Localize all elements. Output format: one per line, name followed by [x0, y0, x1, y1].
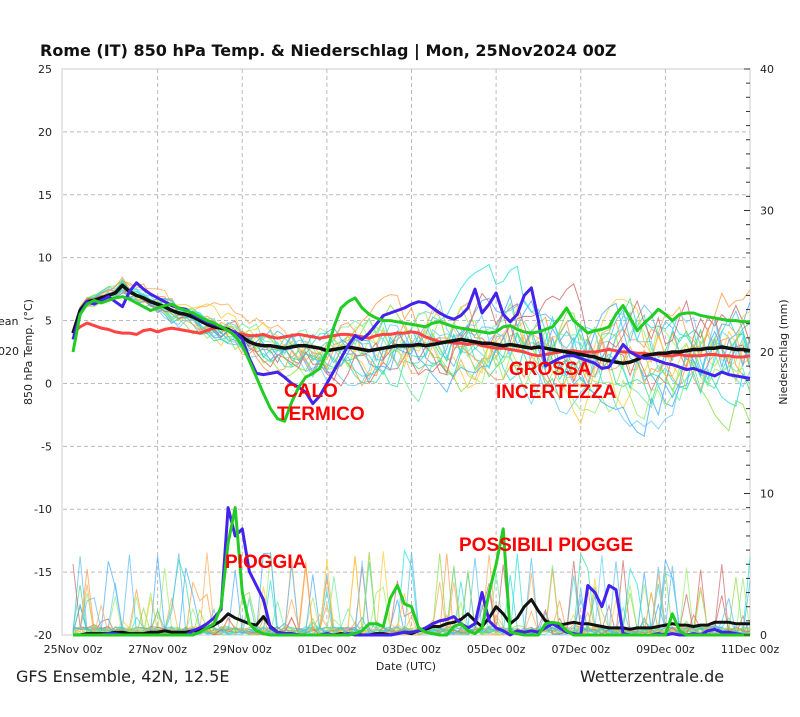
y2-tick-label: 10 — [760, 488, 774, 501]
temp-line-ensemble-mean — [71, 283, 751, 366]
annotation-possibili-piogge: POSSIBILI PIOGGE — [459, 535, 633, 556]
y2-tick-label: 20 — [760, 346, 774, 359]
legend-fragment-year: 020 — [0, 345, 19, 358]
annotation-grossa: GROSSA — [509, 359, 592, 380]
y-tick-label: 15 — [38, 189, 52, 202]
y-tick-label: 0 — [45, 377, 52, 390]
temp-line-operational-run — [71, 295, 750, 423]
chart-title: Rome (IT) 850 hPa Temp. & Niederschlag |… — [40, 41, 616, 61]
legend-fragment-mean: ean — [0, 315, 19, 328]
y-axis-label: 850 hPa Temp. (°C) — [22, 299, 35, 405]
series-lines — [71, 281, 751, 637]
temp-line-climatological-mean — [72, 321, 751, 359]
x-tick-label: 29Nov 00z — [213, 643, 272, 656]
y-tick-label: -15 — [34, 566, 52, 579]
y2-axis-label: Niederschlag (mm) — [777, 299, 790, 404]
y-tick-label: 20 — [38, 126, 52, 139]
y2-axis-ticks: 40 30 20 10 0 — [744, 63, 774, 642]
y-tick-label: -5 — [41, 440, 52, 453]
footer-model-info: GFS Ensemble, 42N, 12.5E — [16, 667, 229, 686]
y-tick-label: 25 — [38, 63, 52, 76]
x-tick-label: 05Dec 00z — [467, 643, 526, 656]
x-axis-ticks: 25Nov 00z 27Nov 00z 29Nov 00z 01Dec 00z 03De… — [44, 643, 780, 656]
precip-line-operational-precip — [73, 506, 750, 637]
annotation-termico: TERMICO — [277, 404, 365, 425]
annotation-incertezza: INCERTEZZA — [496, 382, 617, 403]
x-tick-label: 11Dec 00z — [721, 643, 780, 656]
x-tick-label: 27Nov 00z — [128, 643, 187, 656]
x-axis-label: Date (UTC) — [376, 660, 436, 673]
y2-tick-label: 40 — [760, 63, 774, 76]
y-tick-label: 10 — [38, 252, 52, 265]
x-tick-label: 01Dec 00z — [298, 643, 357, 656]
y-tick-label: 5 — [45, 315, 52, 328]
ensemble-member-temp-line — [72, 287, 751, 426]
x-tick-label: 03Dec 00z — [382, 643, 441, 656]
y-axis-ticks: 25 20 15 10 5 0 -5 -10 -15 -20 — [34, 63, 52, 642]
annotation-pioggia: PIOGGIA — [225, 552, 307, 573]
footer-source: Wetterzentrale.de — [580, 667, 724, 686]
y2-tick-label: 0 — [760, 629, 767, 642]
y-tick-label: -10 — [34, 503, 52, 516]
y-tick-label: -20 — [34, 629, 52, 642]
annotation-calo: CALO — [284, 381, 338, 402]
x-tick-label: 07Dec 00z — [551, 643, 610, 656]
y2-tick-label: 30 — [760, 205, 774, 218]
x-tick-label: 25Nov 00z — [44, 643, 103, 656]
x-tick-label: 09Dec 00z — [636, 643, 695, 656]
